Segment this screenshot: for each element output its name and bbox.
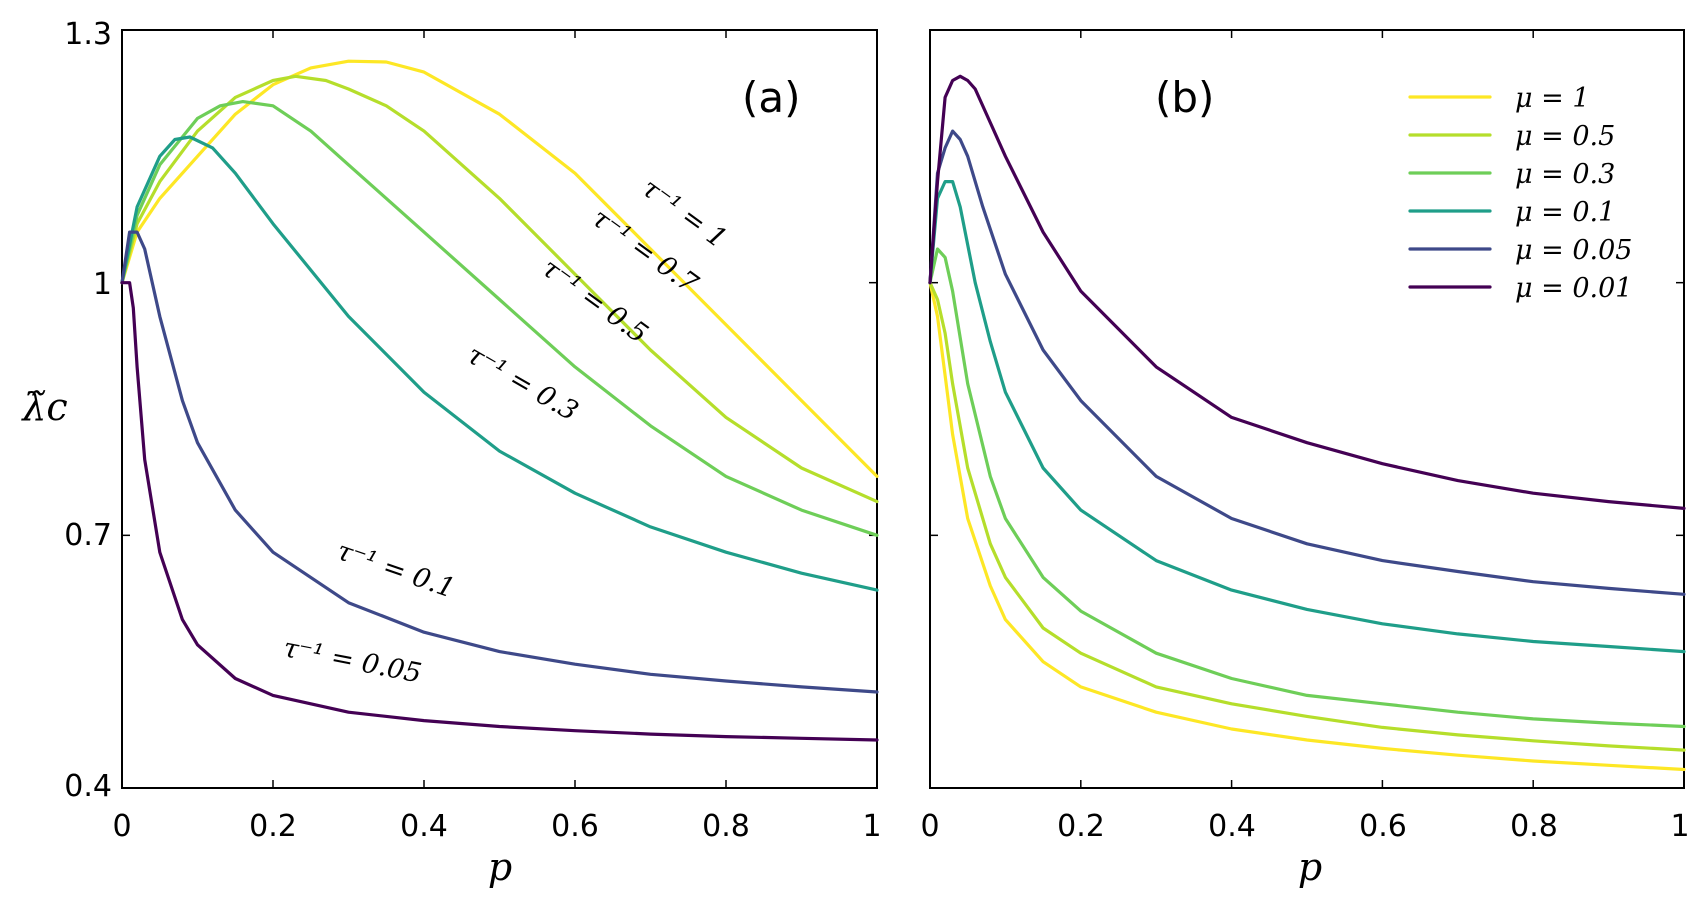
legend-label-mu-0.05: μ = 0.05 <box>1515 235 1632 266</box>
panel-a-series-5 <box>120 281 879 742</box>
legend-label-mu-0.1: μ = 0.1 <box>1515 197 1615 228</box>
panel-b-curves <box>928 74 1686 772</box>
panel-a-ytick-label-1.3: 1.3 <box>64 17 112 52</box>
panel-b-series-2 <box>928 247 1686 729</box>
legend-label-mu-1: μ = 1 <box>1515 83 1590 114</box>
panel-a-ylabel: λ̃c <box>20 385 67 429</box>
panel-b-ticks <box>929 29 1685 789</box>
panel-b-series-0 <box>928 281 1686 772</box>
panel-b-series-4 <box>928 129 1686 596</box>
curve-label-tau-0.5: τ⁻¹ = 0.5 <box>536 253 654 350</box>
panel-b-xtick-label-0.8: 0.8 <box>1510 809 1558 844</box>
panel-a-label: (a) <box>742 73 801 122</box>
panel-b-series-5 <box>928 74 1686 510</box>
panel-a-curves <box>120 59 879 742</box>
panel-a-xlabel: p <box>488 845 512 889</box>
panel-a-xtick-label-1: 1 <box>862 809 881 844</box>
panel-a-series-4 <box>120 230 879 694</box>
panel-b-xtick-label-1: 1 <box>1670 809 1689 844</box>
panel-a-xtick-label-0: 0 <box>112 809 131 844</box>
curve-label-tau-0.3: τ⁻¹ = 0.3 <box>462 339 584 427</box>
legend-label-mu-0.5: μ = 0.5 <box>1515 121 1615 152</box>
panel-a-frame <box>121 29 878 789</box>
panel-a-series-0 <box>120 59 879 478</box>
panel-b-series-3 <box>928 180 1686 654</box>
legend-label-mu-0.01: μ = 0.01 <box>1515 273 1632 304</box>
panel-a-xtick-label-0.6: 0.6 <box>551 809 599 844</box>
curve-label-tau-0.1: τ⁻¹ = 0.1 <box>333 535 459 604</box>
panel-a-series-1 <box>120 74 879 504</box>
panel-a-ytick-label-0.7: 0.7 <box>64 518 112 553</box>
panel-b: 0 0.2 0.4 0.6 0.8 1 p (b) μ = 1 μ = 0.5 … <box>920 29 1690 889</box>
curve-label-tau-0.05: τ⁻¹ = 0.05 <box>281 632 424 689</box>
legend-label-mu-0.3: μ = 0.3 <box>1515 159 1615 190</box>
panel-a: 1.3 1 0.7 0.4 0 0.2 0.4 0.6 0.8 1 p λ̃c … <box>20 17 881 889</box>
panel-b-series-1 <box>928 281 1686 752</box>
panel-b-xtick-label-0.2: 0.2 <box>1057 809 1105 844</box>
panel-b-xtick-label-0.4: 0.4 <box>1208 809 1256 844</box>
panel-b-xlabel: p <box>1298 845 1322 889</box>
panel-a-series-3 <box>120 135 879 592</box>
panel-b-label: (b) <box>1155 73 1214 122</box>
panel-b-legend: μ = 1 μ = 0.5 μ = 0.3 μ = 0.1 μ = 0.05 μ… <box>1408 83 1632 304</box>
panel-a-xtick-label-0.8: 0.8 <box>702 809 750 844</box>
panel-a-ytick-label-0.4: 0.4 <box>64 769 112 804</box>
panel-a-xtick-label-0.4: 0.4 <box>400 809 448 844</box>
panel-b-frame <box>929 29 1685 789</box>
panel-b-xtick-label-0.6: 0.6 <box>1359 809 1407 844</box>
panel-a-xtick-label-0.2: 0.2 <box>249 809 297 844</box>
panel-a-ytick-label-1: 1 <box>93 267 112 302</box>
panel-a-ticks <box>121 29 878 789</box>
panel-b-xtick-label-0: 0 <box>920 809 939 844</box>
panel-a-series-2 <box>120 100 879 537</box>
